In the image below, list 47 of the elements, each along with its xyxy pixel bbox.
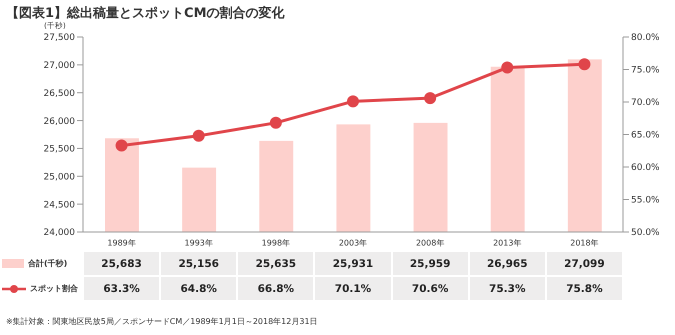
x-tick-label: 1998年 — [262, 238, 290, 248]
data-label: 25,959 — [392, 252, 468, 275]
text: ※集計対象：関東地区民放5局／スポンサードCM／1989年1月1日～2018年12月31日 — [6, 316, 318, 327]
data-label: 26,965 — [470, 252, 545, 275]
x-tick-label: 2018年 — [570, 238, 599, 248]
y2-tick-label: 55.0% — [631, 196, 660, 206]
x-tick-label: 1989年 — [107, 238, 136, 248]
x-tick-label: 2008年 — [416, 238, 444, 248]
data-label: 70.6% — [392, 277, 468, 300]
y2-tick-label: 60.0% — [631, 163, 660, 174]
data-label: 64.8% — [161, 277, 236, 300]
y-tick-label: 24,500 — [44, 200, 76, 210]
y-tick-label: 26,500 — [44, 88, 76, 99]
data-label: 25,931 — [315, 252, 391, 275]
data-label: 25,683 — [84, 252, 160, 275]
data-label: 25,635 — [238, 252, 314, 275]
point — [116, 140, 128, 152]
point — [578, 58, 590, 70]
data-label: 66.8% — [238, 277, 314, 300]
point — [347, 95, 359, 108]
y2-tick-label: 70.0% — [631, 98, 660, 108]
y-tick-label: 25,000 — [44, 172, 76, 182]
y2-tick-label: 75.0% — [631, 66, 660, 76]
y2-tick-label: 50.0% — [631, 228, 660, 238]
point — [270, 116, 282, 129]
y2-tick-label: 80.0% — [631, 33, 660, 44]
x-tick-label: 2003年 — [338, 238, 368, 248]
x-tick-label: 1993年 — [184, 238, 213, 248]
legend-label: 合計(千秒) — [28, 258, 68, 269]
point — [192, 130, 205, 142]
x-tick-label: 2013年 — [493, 238, 522, 248]
point — [424, 92, 436, 104]
point — [501, 62, 514, 74]
y2-tick-label: 65.0% — [631, 130, 660, 141]
legend-label: スポット割合 — [30, 283, 78, 294]
y-tick-label: 27,500 — [44, 33, 76, 44]
y-tick-label: 27,000 — [44, 61, 76, 72]
data-label: 75.3% — [470, 277, 545, 300]
chart-title: 【図表1】総出稿量とスポットCMの割合の変化 — [6, 4, 285, 22]
data-label: 70.1% — [315, 277, 391, 300]
data-label: 75.8% — [546, 277, 622, 300]
data-label: 63.3% — [84, 277, 160, 300]
data-label: 25,156 — [161, 252, 236, 275]
y-tick-label: 26,000 — [44, 116, 76, 127]
data-label: 27,099 — [546, 252, 622, 275]
y-tick-label: 25,500 — [44, 144, 76, 155]
y-tick-label: 24,000 — [44, 228, 76, 238]
